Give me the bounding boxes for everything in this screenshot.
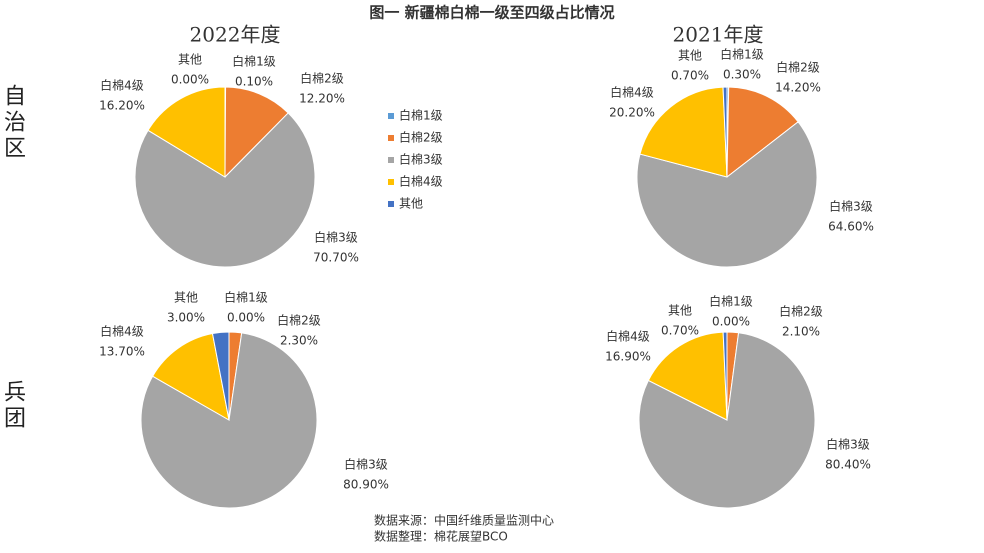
column-title: 2021年度 bbox=[673, 23, 764, 47]
slice-value-label: 3.00% bbox=[167, 311, 205, 325]
slice-value-label: 20.20% bbox=[609, 106, 655, 120]
slice-category-label: 白棉2级 bbox=[277, 313, 321, 328]
legend-swatch bbox=[388, 113, 394, 119]
slice-value-label: 64.60% bbox=[828, 220, 874, 234]
legend-swatch bbox=[388, 179, 394, 185]
slice-category-label: 其他 bbox=[668, 304, 692, 318]
legend-label: 白棉2级 bbox=[399, 130, 443, 145]
slice-value-label: 80.40% bbox=[825, 458, 871, 472]
slice-category-label: 白棉3级 bbox=[829, 199, 873, 214]
chart-title: 图一 新疆棉白棉一级至四级占比情况 bbox=[369, 4, 614, 22]
slice-category-label: 白棉1级 bbox=[232, 54, 276, 69]
pie-slice bbox=[147, 86, 226, 178]
source-note: 数据整理：棉花展望BCO bbox=[374, 529, 508, 544]
slice-category-label: 白棉4级 bbox=[606, 329, 650, 344]
slice-category-label: 其他 bbox=[174, 291, 198, 305]
slice-category-label: 其他 bbox=[678, 49, 702, 63]
legend-label: 白棉3级 bbox=[399, 152, 443, 167]
pie-slice bbox=[726, 86, 799, 179]
slice-category-label: 白棉4级 bbox=[100, 78, 144, 93]
slice-value-label: 0.70% bbox=[671, 69, 709, 83]
slice-category-label: 白棉4级 bbox=[100, 324, 144, 339]
legend-swatch bbox=[388, 201, 394, 207]
legend-swatch bbox=[388, 135, 394, 141]
slice-value-label: 2.30% bbox=[280, 334, 318, 348]
slice-category-label: 白棉2级 bbox=[300, 71, 344, 86]
legend-swatch bbox=[388, 157, 394, 163]
slice-category-label: 白棉4级 bbox=[610, 85, 654, 100]
row-label: 兵团 bbox=[0, 380, 25, 432]
slice-category-label: 白棉2级 bbox=[779, 304, 823, 319]
slice-category-label: 白棉2级 bbox=[776, 60, 820, 75]
slice-category-label: 白棉3级 bbox=[314, 230, 358, 245]
column-title: 2022年度 bbox=[190, 23, 281, 47]
slice-value-label: 0.00% bbox=[227, 311, 265, 325]
slice-value-label: 14.20% bbox=[775, 81, 821, 95]
legend-label: 其他 bbox=[399, 197, 423, 211]
slice-category-label: 白棉1级 bbox=[709, 294, 753, 309]
row-label: 自治区 bbox=[0, 84, 25, 162]
slice-value-label: 0.10% bbox=[235, 75, 273, 89]
slice-value-label: 0.00% bbox=[712, 315, 750, 329]
slice-category-label: 白棉3级 bbox=[826, 437, 870, 452]
pie-slice bbox=[639, 86, 728, 178]
slice-value-label: 12.20% bbox=[299, 92, 345, 106]
pie-slice bbox=[722, 86, 728, 178]
slice-value-label: 16.90% bbox=[605, 350, 651, 364]
slice-category-label: 白棉1级 bbox=[224, 290, 268, 305]
slice-value-label: 0.70% bbox=[661, 324, 699, 338]
slice-value-label: 0.30% bbox=[723, 68, 761, 82]
pie-slice bbox=[647, 331, 728, 421]
slice-category-label: 其他 bbox=[178, 53, 202, 67]
source-note: 数据来源：中国纤维质量监测中心 bbox=[374, 513, 554, 528]
slice-category-label: 白棉3级 bbox=[344, 457, 388, 472]
pie-slice bbox=[224, 86, 289, 179]
slice-value-label: 13.70% bbox=[99, 345, 145, 359]
pie-slice bbox=[134, 112, 316, 268]
slice-value-label: 0.00% bbox=[171, 73, 209, 87]
slice-value-label: 16.20% bbox=[99, 99, 145, 113]
pie-slice bbox=[636, 121, 818, 268]
slice-value-label: 2.10% bbox=[782, 325, 820, 339]
slice-value-label: 80.90% bbox=[343, 478, 389, 492]
legend-label: 白棉1级 bbox=[399, 108, 443, 123]
slice-value-label: 70.70% bbox=[313, 251, 359, 265]
legend-label: 白棉4级 bbox=[399, 174, 443, 189]
pie-slice bbox=[211, 331, 230, 421]
pie-slice bbox=[151, 332, 230, 421]
slice-category-label: 白棉1级 bbox=[720, 47, 764, 62]
pie-slice bbox=[722, 331, 728, 421]
